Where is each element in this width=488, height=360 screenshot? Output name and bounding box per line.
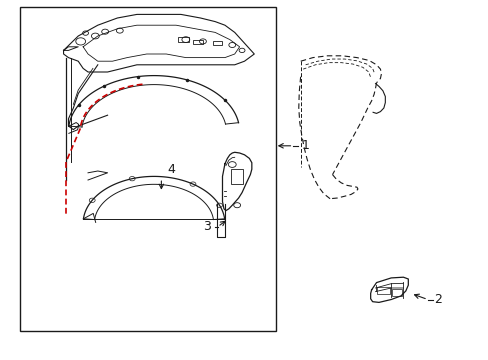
- Text: 3: 3: [203, 220, 211, 233]
- Text: 2: 2: [433, 293, 441, 306]
- Bar: [193, 40, 203, 44]
- Bar: [230, 169, 243, 184]
- Bar: [212, 41, 221, 45]
- Bar: [391, 289, 401, 296]
- Bar: [178, 37, 189, 42]
- Text: 4: 4: [167, 163, 175, 176]
- Text: 1: 1: [301, 139, 309, 152]
- Bar: [376, 287, 389, 294]
- Bar: [20, 7, 276, 331]
